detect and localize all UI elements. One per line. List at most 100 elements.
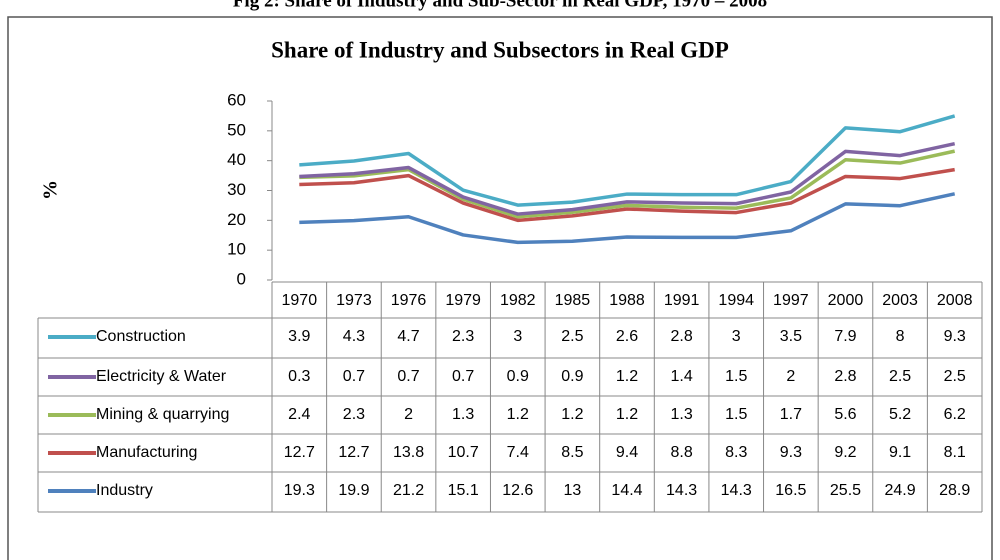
x-tick-label: 2003 <box>882 292 918 309</box>
table-cell: 2.8 <box>670 328 692 345</box>
figure-caption: Fig 2: Share of Industry and Sub-Sector … <box>233 0 767 11</box>
table-cell: 2.5 <box>944 368 966 385</box>
table-cell: 5.6 <box>834 406 856 423</box>
table-cell: 1.2 <box>561 406 583 423</box>
table-cell: 4.3 <box>343 328 365 345</box>
table-cell: 14.3 <box>721 482 752 499</box>
table-cell: 2.8 <box>834 368 856 385</box>
table-cell: 28.9 <box>939 482 970 499</box>
table-cell: 15.1 <box>448 482 479 499</box>
x-tick-label: 1982 <box>500 292 536 309</box>
table-cell: 8.8 <box>670 444 692 461</box>
table-cell: 13.8 <box>393 444 424 461</box>
table-cell: 1.3 <box>670 406 692 423</box>
table-cell: 24.9 <box>885 482 916 499</box>
table-cell: 9.3 <box>780 444 802 461</box>
x-tick-label: 1994 <box>718 292 754 309</box>
x-tick-label: 1976 <box>391 292 427 309</box>
series-line <box>299 149 956 219</box>
table-cell: 1.3 <box>452 406 474 423</box>
table-cell: 1.7 <box>780 406 802 423</box>
table-cell: 7.4 <box>507 444 529 461</box>
table-cell: 2.5 <box>561 328 583 345</box>
table-cell: 0.3 <box>288 368 310 385</box>
table-cell: 8.3 <box>725 444 747 461</box>
table-cell: 8.1 <box>944 444 966 461</box>
series-line <box>299 141 956 216</box>
y-tick-label: 60 <box>227 90 246 109</box>
table-cell: 25.5 <box>830 482 861 499</box>
y-tick-label: 0 <box>237 269 246 288</box>
table-cell: 19.9 <box>338 482 369 499</box>
table-cell: 16.5 <box>775 482 806 499</box>
table-cell: 2.5 <box>889 368 911 385</box>
legend-label: Mining & quarrying <box>96 406 229 423</box>
table-cell: 2.4 <box>288 406 310 423</box>
table-cell: 3 <box>732 328 741 345</box>
y-tick-label: 30 <box>227 180 246 199</box>
y-tick-label: 10 <box>227 240 246 259</box>
y-tick-label: 50 <box>227 120 246 139</box>
table-cell: 2.6 <box>616 328 638 345</box>
table-cell: 9.2 <box>834 444 856 461</box>
x-tick-label: 1985 <box>555 292 591 309</box>
table-cell: 0.9 <box>561 368 583 385</box>
table-cell: 1.5 <box>725 368 747 385</box>
table-cell: 4.7 <box>397 328 419 345</box>
x-tick-label: 2000 <box>828 292 864 309</box>
x-tick-label: 2008 <box>937 292 973 309</box>
table-cell: 12.7 <box>284 444 315 461</box>
y-axis-label: % <box>40 180 62 200</box>
table-cell: 1.5 <box>725 406 747 423</box>
table-cell: 7.9 <box>834 328 856 345</box>
y-tick-label: 40 <box>227 150 246 169</box>
table-cell: 8 <box>896 328 905 345</box>
table-cell: 6.2 <box>944 406 966 423</box>
legend-label: Manufacturing <box>96 444 197 461</box>
x-tick-label: 1991 <box>664 292 700 309</box>
x-tick-label: 1988 <box>609 292 645 309</box>
table-cell: 1.2 <box>616 368 638 385</box>
x-tick-label: 1979 <box>445 292 481 309</box>
series-line <box>299 114 956 207</box>
table-cell: 14.3 <box>666 482 697 499</box>
table-cell: 12.7 <box>338 444 369 461</box>
y-tick-label: 20 <box>227 210 246 229</box>
table-cell: 1.2 <box>507 406 529 423</box>
table-cell: 1.2 <box>616 406 638 423</box>
table-cell: 8.5 <box>561 444 583 461</box>
table-cell: 3 <box>513 328 522 345</box>
table-cell: 9.1 <box>889 444 911 461</box>
series-line <box>299 192 956 245</box>
table-cell: 5.2 <box>889 406 911 423</box>
table-cell: 13 <box>563 482 581 499</box>
legend-label: Industry <box>96 482 153 499</box>
table-cell: 14.4 <box>611 482 642 499</box>
table-cell: 3.5 <box>780 328 802 345</box>
table-cell: 0.7 <box>343 368 365 385</box>
x-tick-label: 1997 <box>773 292 809 309</box>
table-cell: 0.7 <box>452 368 474 385</box>
table-cell: 19.3 <box>284 482 315 499</box>
legend-label: Electricity & Water <box>96 368 227 385</box>
table-cell: 12.6 <box>502 482 533 499</box>
table-cell: 9.4 <box>616 444 638 461</box>
table-cell: 0.7 <box>397 368 419 385</box>
table-cell: 3.9 <box>288 328 310 345</box>
table-cell: 1.4 <box>670 368 692 385</box>
chart-frame <box>7 16 993 560</box>
table-cell: 2 <box>404 406 413 423</box>
x-tick-label: 1973 <box>336 292 372 309</box>
table-cell: 2.3 <box>343 406 365 423</box>
table-cell: 2.3 <box>452 328 474 345</box>
table-cell: 9.3 <box>944 328 966 345</box>
table-cell: 10.7 <box>448 444 479 461</box>
x-tick-label: 1970 <box>282 292 318 309</box>
chart-title: Share of Industry and Subsectors in Real… <box>271 37 729 62</box>
table-cell: 0.9 <box>507 368 529 385</box>
table-cell: 21.2 <box>393 482 424 499</box>
table-cell: 2 <box>786 368 795 385</box>
series-line <box>299 167 955 223</box>
legend-label: Construction <box>96 328 186 345</box>
